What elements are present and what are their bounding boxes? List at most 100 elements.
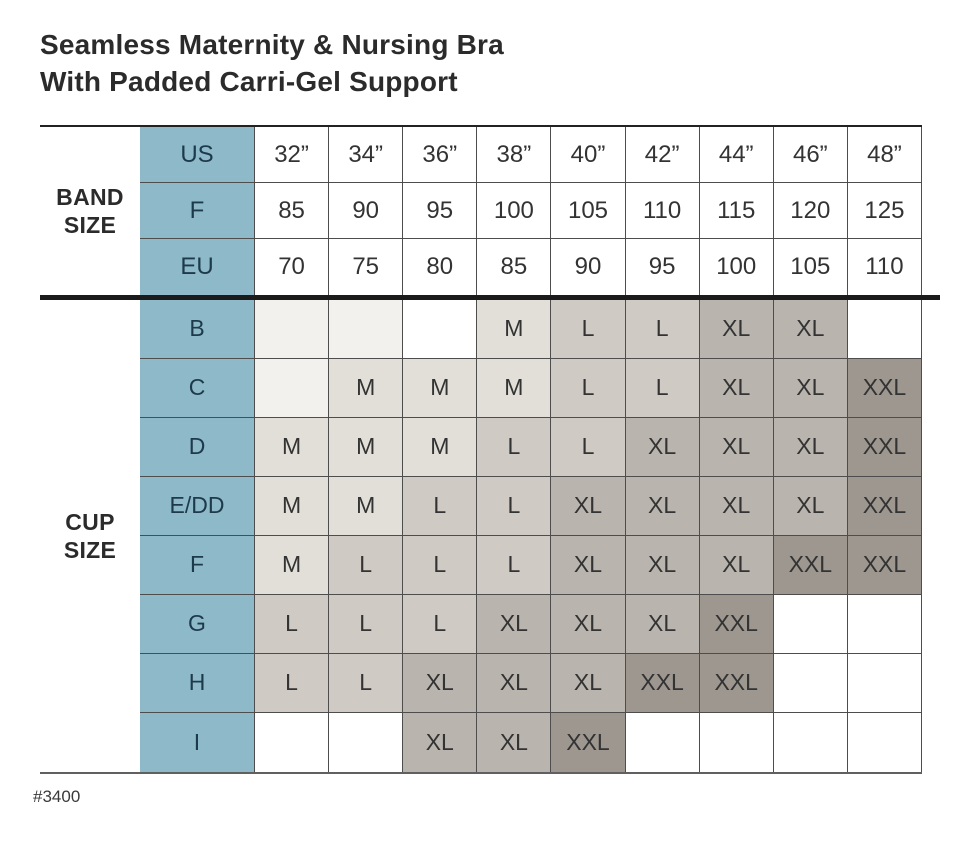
cup-cell-g-4: XL — [477, 594, 552, 654]
cup-cell-b-2 — [329, 299, 404, 359]
band-cell-f-1: 85 — [255, 183, 330, 239]
band-size-section: BAND SIZE US 32” 34” 36” 38” 40” 42” 44” 46” 48” F 8… — [40, 125, 922, 295]
band-cell-f-8: 120 — [773, 183, 848, 239]
band-cell-f-6: 110 — [625, 183, 700, 239]
cup-cell-g-5: XL — [551, 594, 626, 654]
band-cell-eu-3: 80 — [403, 239, 478, 295]
band-cell-f-7: 115 — [699, 183, 774, 239]
band-cell-eu-8: 105 — [773, 239, 848, 295]
cup-cell-h-4: XL — [477, 653, 552, 713]
cup-cell-f-6: XL — [625, 535, 700, 595]
band-cell-us-6: 42” — [625, 127, 700, 183]
cup-row-header-e-dd: E/DD — [140, 476, 255, 536]
cup-cell-c-9: XXL — [847, 358, 922, 418]
cup-cell-c-1 — [255, 358, 330, 418]
cup-cell-i-5: XXL — [551, 712, 626, 772]
cup-cell-e-dd-8: XL — [773, 476, 848, 536]
cup-row-header-g: G — [140, 594, 255, 654]
cup-cell-f-2: L — [329, 535, 404, 595]
title-line-2: With Padded Carri-Gel Support — [40, 66, 458, 97]
band-cell-us-9: 48” — [847, 127, 922, 183]
cup-cell-i-2 — [329, 712, 404, 772]
cup-cell-i-9 — [847, 712, 922, 772]
cup-cell-c-2: M — [329, 358, 404, 418]
band-cell-eu-2: 75 — [329, 239, 404, 295]
cup-cell-g-2: L — [329, 594, 404, 654]
cup-cell-b-9 — [847, 299, 922, 359]
band-cell-us-4: 38” — [477, 127, 552, 183]
cup-cell-c-4: M — [477, 358, 552, 418]
cup-row-header-b: B — [140, 299, 255, 359]
band-cell-f-3: 95 — [403, 183, 478, 239]
cup-cell-d-7: XL — [699, 417, 774, 477]
cup-cell-i-3: XL — [403, 712, 478, 772]
cup-cell-e-dd-1: M — [255, 476, 330, 536]
cup-cell-g-8 — [773, 594, 848, 654]
cup-cell-f-5: XL — [551, 535, 626, 595]
cup-cell-b-6: L — [625, 299, 700, 359]
cup-cell-f-7: XL — [699, 535, 774, 595]
cup-cell-h-8 — [773, 653, 848, 713]
cup-cell-g-7: XXL — [699, 594, 774, 654]
cup-row-header-i: I — [140, 712, 255, 772]
cup-cell-h-9 — [847, 653, 922, 713]
cup-cell-e-dd-4: L — [477, 476, 552, 536]
cup-cell-e-dd-3: L — [403, 476, 478, 536]
band-cell-us-1: 32” — [255, 127, 330, 183]
band-cell-us-2: 34” — [329, 127, 404, 183]
cup-cell-f-1: M — [255, 535, 330, 595]
cup-cell-d-6: XL — [625, 417, 700, 477]
cup-cell-e-dd-6: XL — [625, 476, 700, 536]
cup-cell-c-5: L — [551, 358, 626, 418]
band-cell-eu-9: 110 — [847, 239, 922, 295]
band-size-label: BAND SIZE — [40, 127, 140, 295]
cup-cell-d-9: XXL — [847, 417, 922, 477]
cup-cell-e-dd-2: M — [329, 476, 404, 536]
band-cell-us-3: 36” — [403, 127, 478, 183]
cup-cell-h-6: XXL — [625, 653, 700, 713]
band-row-header-f: F — [140, 183, 255, 239]
cup-cell-c-8: XL — [773, 358, 848, 418]
band-cell-us-8: 46” — [773, 127, 848, 183]
cup-size-label: CUP SIZE — [40, 299, 140, 772]
cup-row-header-h: H — [140, 653, 255, 713]
cup-cell-e-dd-5: XL — [551, 476, 626, 536]
band-cell-f-5: 105 — [551, 183, 626, 239]
band-cell-eu-7: 100 — [699, 239, 774, 295]
cup-cell-b-7: XL — [699, 299, 774, 359]
cup-cell-e-dd-7: XL — [699, 476, 774, 536]
band-cell-f-4: 100 — [477, 183, 552, 239]
cup-cell-i-6 — [625, 712, 700, 772]
cup-cell-g-1: L — [255, 594, 330, 654]
cup-cell-b-8: XL — [773, 299, 848, 359]
cup-cell-d-2: M — [329, 417, 404, 477]
cup-cell-b-3 — [403, 299, 478, 359]
cup-cell-e-dd-9: XXL — [847, 476, 922, 536]
cup-cell-i-7 — [699, 712, 774, 772]
page-title: Seamless Maternity & Nursing Bra With Pa… — [40, 26, 970, 100]
band-cell-eu-1: 70 — [255, 239, 330, 295]
cup-cell-d-4: L — [477, 417, 552, 477]
size-chart-table: BAND SIZE US 32” 34” 36” 38” 40” 42” 44” 46” 48” F 8… — [40, 125, 940, 774]
cup-cell-d-3: M — [403, 417, 478, 477]
cup-cell-f-3: L — [403, 535, 478, 595]
cup-row-header-c: C — [140, 358, 255, 418]
cup-cell-g-6: XL — [625, 594, 700, 654]
cup-cell-d-5: L — [551, 417, 626, 477]
cup-row-header-f: F — [140, 535, 255, 595]
cup-size-section: CUP SIZE B M L L XL XL C M M M L L XL XL XXL D M M M L L XL XL X… — [40, 299, 922, 774]
band-row-header-us: US — [140, 127, 255, 183]
cup-cell-i-8 — [773, 712, 848, 772]
band-cell-f-9: 125 — [847, 183, 922, 239]
band-cell-us-7: 44” — [699, 127, 774, 183]
cup-cell-i-1 — [255, 712, 330, 772]
band-cell-f-2: 90 — [329, 183, 404, 239]
cup-cell-h-5: XL — [551, 653, 626, 713]
cup-cell-c-6: L — [625, 358, 700, 418]
band-cell-eu-4: 85 — [477, 239, 552, 295]
band-row-header-eu: EU — [140, 239, 255, 295]
cup-cell-h-7: XXL — [699, 653, 774, 713]
cup-cell-f-4: L — [477, 535, 552, 595]
band-cell-eu-6: 95 — [625, 239, 700, 295]
style-number: #3400 — [33, 786, 81, 806]
